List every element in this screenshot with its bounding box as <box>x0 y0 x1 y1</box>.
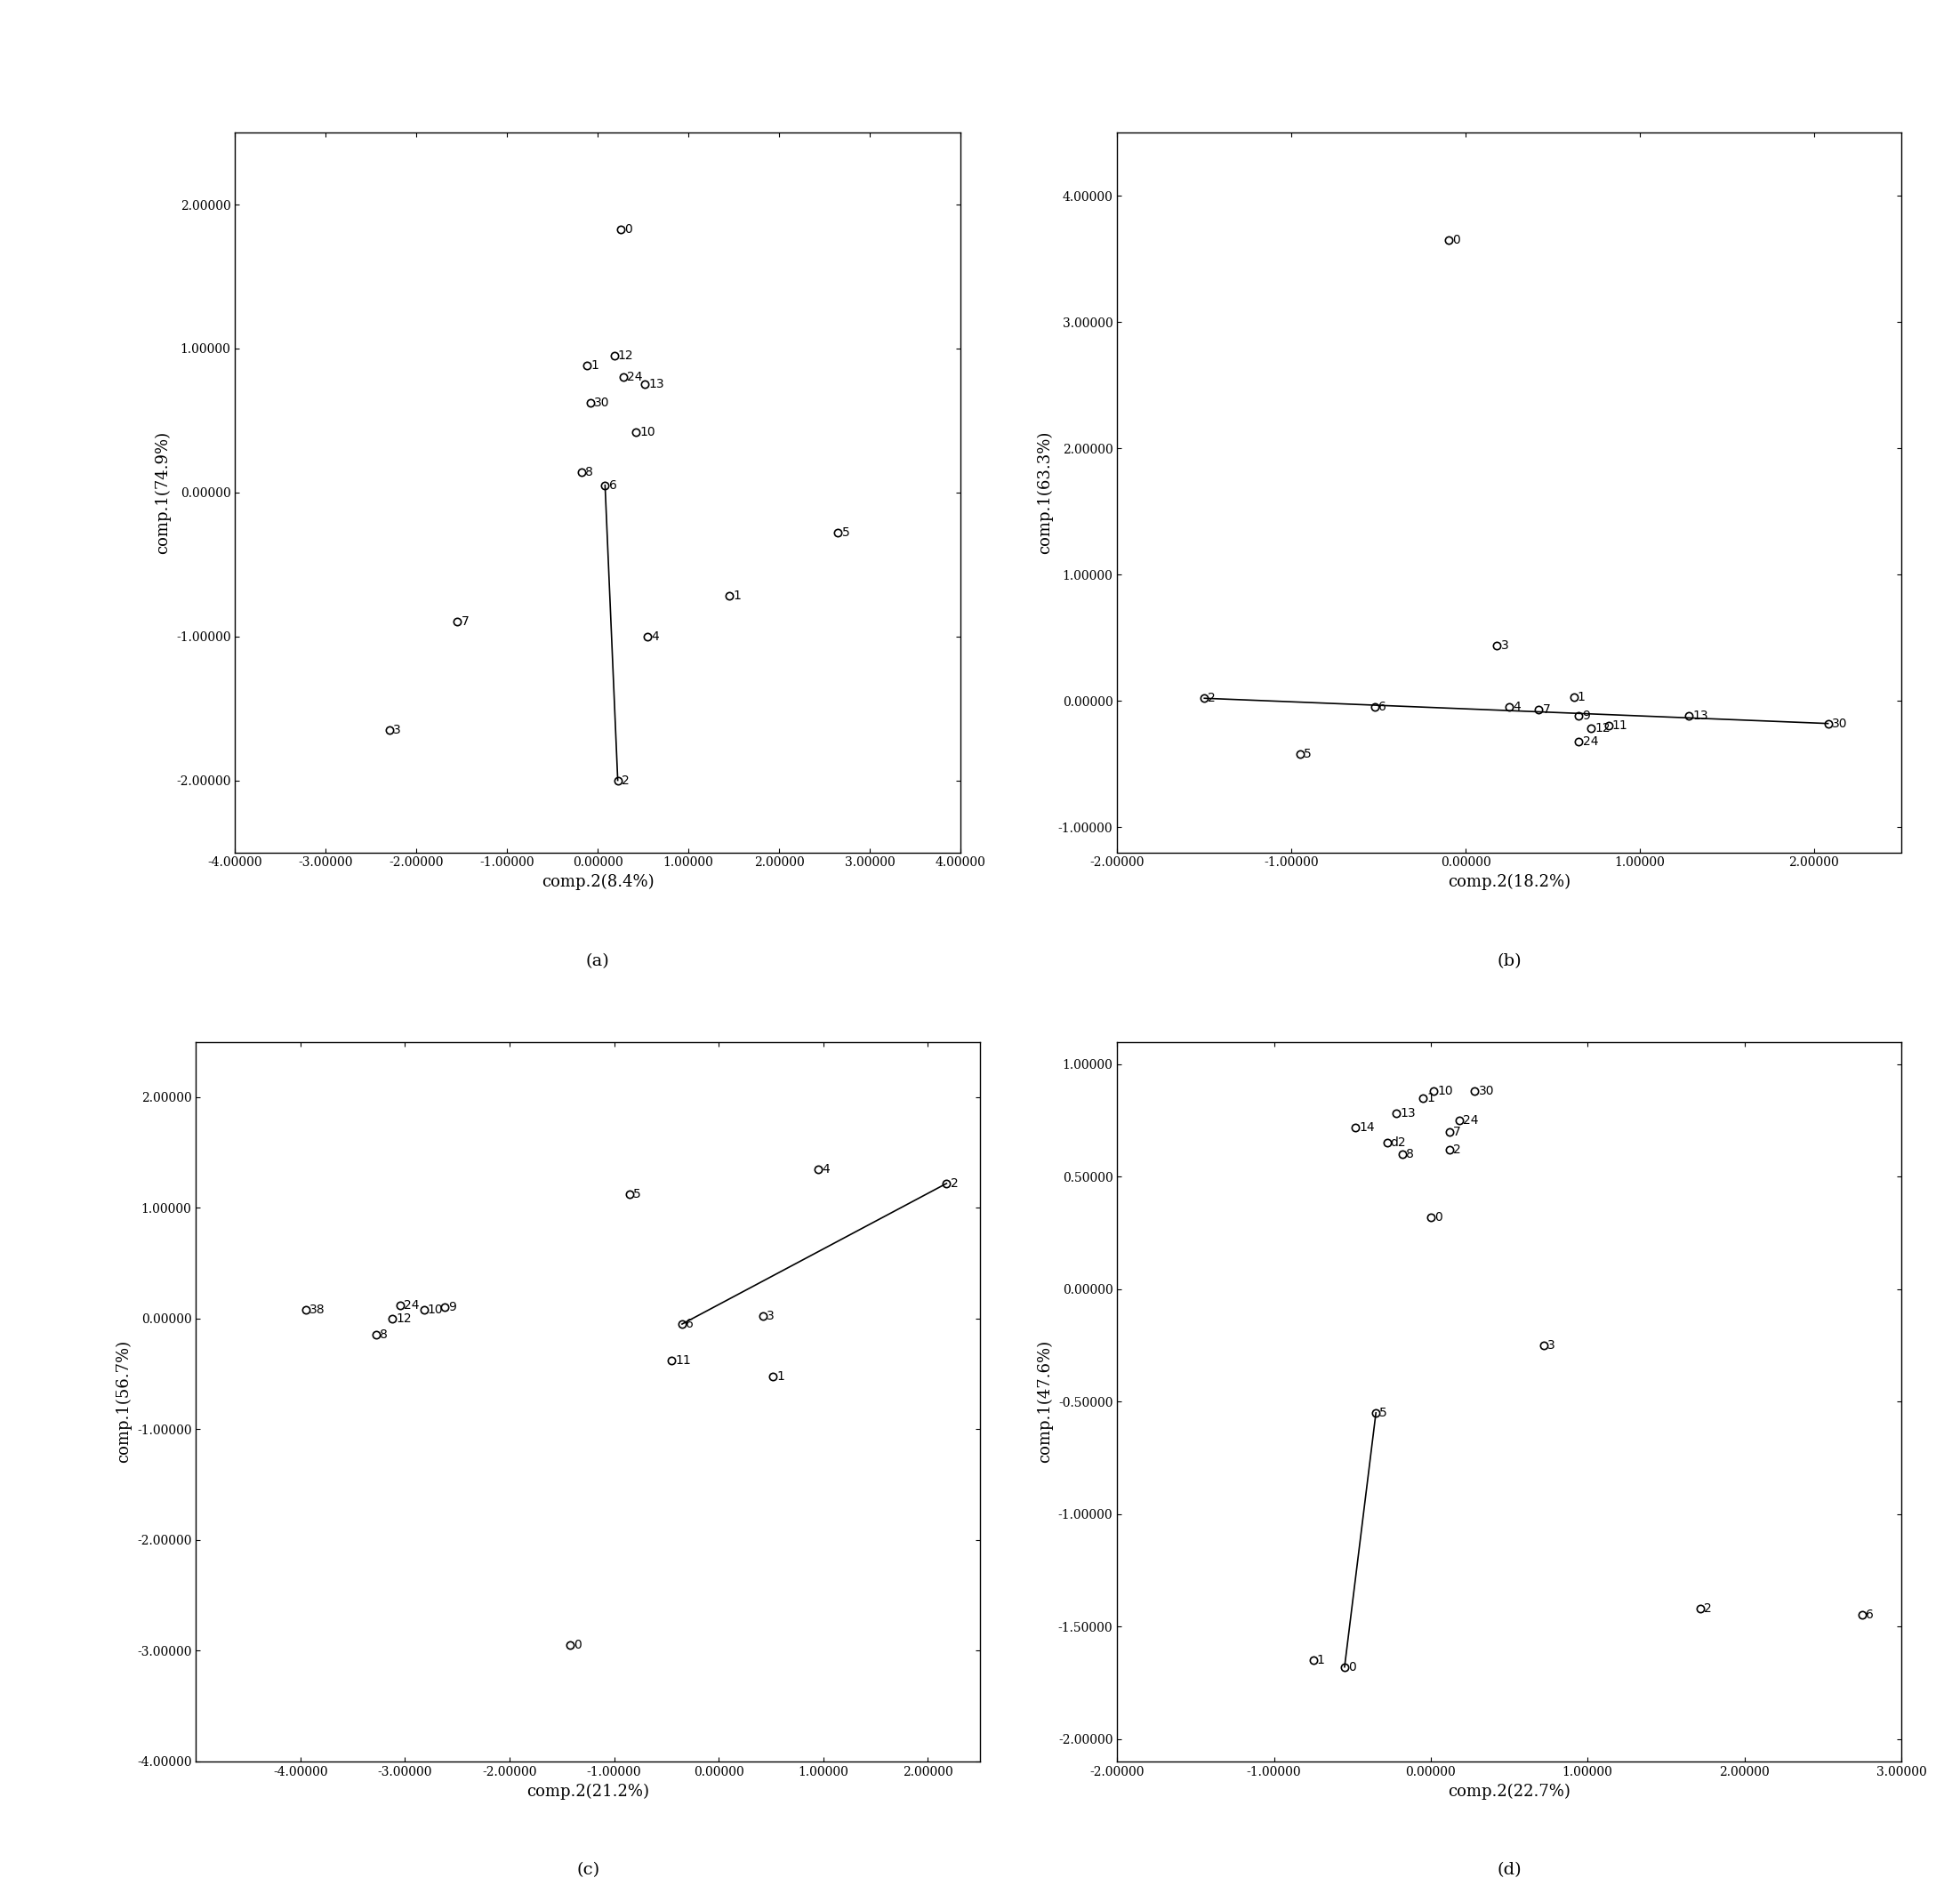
X-axis label: comp.2(22.7%): comp.2(22.7%) <box>1448 1782 1570 1799</box>
Text: 5: 5 <box>841 527 849 540</box>
X-axis label: comp.2(8.4%): comp.2(8.4%) <box>541 873 655 890</box>
Text: 24: 24 <box>404 1299 419 1311</box>
Text: 10: 10 <box>1437 1085 1452 1097</box>
Text: 5: 5 <box>1303 748 1311 759</box>
Y-axis label: comp.1(74.9%): comp.1(74.9%) <box>155 432 171 553</box>
Text: 5: 5 <box>633 1188 641 1201</box>
Text: 13: 13 <box>649 379 664 390</box>
Text: 1: 1 <box>1427 1091 1435 1104</box>
Text: 1: 1 <box>590 360 598 371</box>
Text: (d): (d) <box>1497 1862 1521 1879</box>
Text: 0: 0 <box>1348 1661 1356 1672</box>
Text: 3: 3 <box>394 724 400 737</box>
Text: 4: 4 <box>1513 701 1521 714</box>
Text: 2: 2 <box>1703 1602 1711 1616</box>
Text: 1: 1 <box>1317 1653 1325 1667</box>
Text: 24: 24 <box>1582 735 1597 748</box>
Text: 6: 6 <box>1866 1610 1874 1621</box>
Text: 5: 5 <box>1380 1407 1388 1419</box>
Text: 3: 3 <box>1501 638 1509 652</box>
Text: 12: 12 <box>617 350 633 362</box>
Text: 3: 3 <box>766 1311 774 1322</box>
Text: 0: 0 <box>1452 233 1460 246</box>
Text: 2: 2 <box>951 1178 958 1189</box>
Text: 10: 10 <box>427 1303 443 1316</box>
Text: 0: 0 <box>574 1638 582 1652</box>
Text: 7: 7 <box>1543 703 1550 716</box>
Y-axis label: comp.1(47.6%): comp.1(47.6%) <box>1037 1341 1053 1462</box>
Text: 0: 0 <box>623 223 631 235</box>
Text: 8: 8 <box>586 466 594 479</box>
Text: 6: 6 <box>1378 701 1386 714</box>
Text: 11: 11 <box>676 1354 692 1367</box>
Text: 2: 2 <box>1452 1144 1460 1155</box>
Text: 14: 14 <box>1358 1121 1374 1133</box>
Text: (c): (c) <box>576 1862 600 1879</box>
Text: 4: 4 <box>821 1163 829 1176</box>
Text: 9: 9 <box>449 1301 457 1314</box>
Text: 12: 12 <box>1595 722 1611 735</box>
Text: 0: 0 <box>1435 1210 1443 1224</box>
Text: 10: 10 <box>639 426 655 438</box>
Text: 7: 7 <box>1452 1125 1460 1138</box>
Text: 6: 6 <box>610 479 617 491</box>
Text: 1: 1 <box>1578 691 1586 703</box>
Text: (a): (a) <box>586 953 610 970</box>
Text: 7: 7 <box>461 616 468 629</box>
Y-axis label: comp.1(56.7%): comp.1(56.7%) <box>116 1341 131 1462</box>
Text: 4: 4 <box>651 631 659 642</box>
Text: 9: 9 <box>1582 710 1590 722</box>
Text: 38: 38 <box>310 1303 325 1316</box>
Text: 2: 2 <box>1207 691 1215 705</box>
Text: 30: 30 <box>1478 1085 1494 1097</box>
Text: 30: 30 <box>594 398 610 409</box>
Text: 13: 13 <box>1691 710 1707 722</box>
Text: 8: 8 <box>1405 1148 1415 1161</box>
X-axis label: comp.2(21.2%): comp.2(21.2%) <box>527 1782 649 1799</box>
Text: 1: 1 <box>776 1369 784 1383</box>
Text: 3: 3 <box>1546 1339 1554 1352</box>
Text: 24: 24 <box>1462 1114 1478 1127</box>
Text: 8: 8 <box>380 1330 388 1341</box>
Text: 11: 11 <box>1613 720 1629 733</box>
Text: 30: 30 <box>1833 718 1846 729</box>
Text: 13: 13 <box>1399 1108 1415 1119</box>
Text: 2: 2 <box>621 775 629 786</box>
Text: 6: 6 <box>686 1318 694 1330</box>
Text: 1: 1 <box>733 589 741 602</box>
Text: 12: 12 <box>396 1313 412 1324</box>
X-axis label: comp.2(18.2%): comp.2(18.2%) <box>1448 873 1570 890</box>
Y-axis label: comp.1(63.3%): comp.1(63.3%) <box>1037 432 1053 553</box>
Text: (b): (b) <box>1497 953 1521 970</box>
Text: d2: d2 <box>1390 1136 1405 1150</box>
Text: 24: 24 <box>627 371 643 383</box>
